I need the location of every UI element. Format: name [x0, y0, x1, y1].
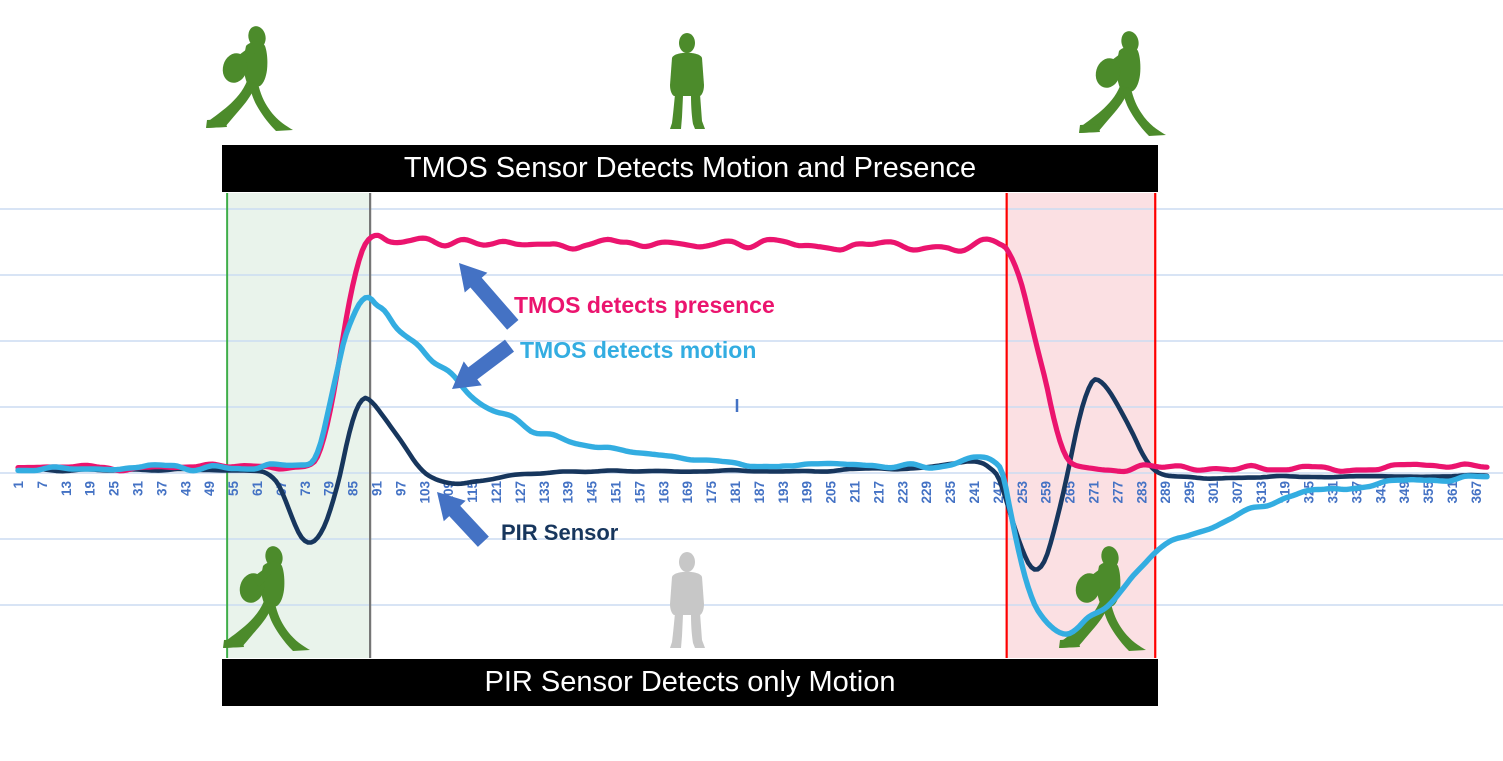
x-tick-label: 211 [847, 481, 862, 503]
x-tick-label: 97 [393, 481, 408, 496]
x-tick-label: 217 [871, 481, 886, 504]
x-tick-label: 187 [752, 481, 767, 504]
x-tick-label: 253 [1015, 481, 1030, 504]
x-tick-label: 127 [513, 481, 528, 504]
series-pir-sensor-line [15, 377, 1490, 572]
x-tick-label: 145 [585, 481, 600, 504]
x-tick-label: 235 [943, 481, 958, 504]
x-tick-label: 151 [608, 481, 623, 504]
bottom-banner: PIR Sensor Detects only Motion [222, 659, 1158, 706]
x-tick-label: 13 [59, 481, 74, 497]
x-tick-label: 175 [704, 481, 719, 504]
x-tick-label: 133 [537, 481, 552, 504]
annotation-tmos-presence: TMOS detects presence [514, 292, 775, 318]
x-tick-label: 193 [776, 481, 791, 504]
x-tick-label: 361 [1445, 481, 1460, 504]
x-tick-label: 43 [178, 481, 193, 497]
x-tick-label: 271 [1086, 481, 1101, 504]
x-tick-label: 25 [107, 481, 122, 497]
x-tick-label: 205 [824, 481, 839, 504]
standing-person-icon [670, 33, 705, 129]
x-tick-label: 301 [1206, 481, 1221, 504]
x-tick-label: 181 [728, 481, 743, 504]
x-tick-label: 55 [226, 481, 241, 497]
x-tick-label: 223 [895, 481, 910, 504]
x-tick-label: 103 [417, 481, 432, 504]
x-tick-label: 229 [919, 481, 934, 504]
x-tick-label: 7 [35, 481, 50, 489]
top-banner: TMOS Sensor Detects Motion and Presence [222, 145, 1158, 192]
bottom-banner-text: PIR Sensor Detects only Motion [484, 666, 896, 698]
walking-person-icon [1079, 29, 1166, 137]
x-tick-label: 283 [1134, 481, 1149, 504]
x-tick-label: 31 [130, 481, 145, 497]
x-tick-label: 49 [202, 481, 217, 496]
x-tick-label: 259 [1039, 481, 1054, 504]
x-tick-label: 307 [1230, 481, 1245, 504]
top-banner-text: TMOS Sensor Detects Motion and Presence [403, 152, 977, 184]
x-tick-label: 337 [1349, 481, 1364, 504]
annotation-tmos-motion: TMOS detects motion [520, 337, 757, 363]
x-tick-label: 169 [680, 481, 695, 504]
annotation-pir-sensor: PIR Sensor [501, 520, 619, 545]
x-tick-label: 349 [1397, 481, 1412, 504]
x-tick-label: 115 [465, 481, 480, 503]
series-tmos-detects-motion-line [15, 294, 1490, 637]
x-tick-label: 277 [1110, 481, 1125, 504]
x-tick-label: 139 [561, 481, 576, 504]
x-tick-label: 121 [489, 481, 504, 504]
x-tick-label: 163 [656, 481, 671, 504]
x-tick-label: 91 [369, 481, 384, 497]
arrow-to-motion-line [452, 339, 515, 389]
x-tick-label: 157 [632, 481, 647, 504]
x-tick-label: 79 [322, 481, 337, 496]
x-tick-label: 367 [1469, 481, 1484, 504]
x-tick-label: 289 [1158, 481, 1173, 504]
x-tick-label: 73 [298, 481, 313, 497]
x-tick-label: 313 [1254, 481, 1269, 504]
arrow-to-presence-line [459, 263, 519, 330]
arrow-to-pir-line [437, 492, 489, 547]
x-tick-label: 85 [346, 481, 361, 497]
x-tick-label: 19 [83, 481, 98, 496]
x-tick-label: 199 [800, 481, 815, 504]
x-tick-label: 331 [1325, 481, 1340, 504]
x-tick-label: 37 [154, 481, 169, 496]
x-tick-label: 241 [967, 481, 982, 504]
x-tick-label: 355 [1421, 481, 1436, 504]
x-tick-label: 295 [1182, 481, 1197, 504]
x-tick-label: 61 [250, 481, 265, 497]
walking-person-icon [206, 24, 293, 132]
standing-person-icon [670, 552, 705, 648]
x-tick-label: 1 [11, 481, 26, 489]
